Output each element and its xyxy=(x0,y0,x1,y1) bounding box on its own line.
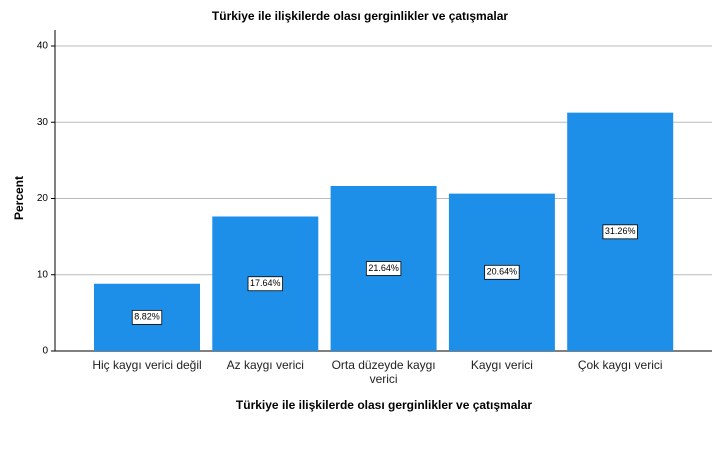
y-tick-label: 10 xyxy=(37,269,49,280)
x-tick-label: Az kaygı verici xyxy=(226,358,304,372)
value-label: 8.82% xyxy=(131,309,163,325)
value-label-box xyxy=(131,309,163,325)
y-tick-label: 20 xyxy=(37,193,49,204)
value-label-box xyxy=(365,261,402,276)
x-tick-label: Hiç kaygı verici değil xyxy=(92,358,202,372)
value-label-text: 8.82% xyxy=(134,312,160,322)
y-tick-label: 40 xyxy=(37,41,49,52)
x-axis-label: Türkiye ile ilişkilerde olası gerginlikl… xyxy=(236,398,532,412)
chart-title: Türkiye ile ilişkilerde olası gerginlikl… xyxy=(212,9,508,23)
x-tick-label: Kaygı verici xyxy=(470,358,533,372)
value-label: 21.64% xyxy=(365,261,402,276)
value-label-text: 20.64% xyxy=(487,267,518,277)
value-label-text: 17.64% xyxy=(250,278,281,288)
value-label: 20.64% xyxy=(484,264,520,280)
y-tick-label: 30 xyxy=(37,117,49,128)
value-label-box xyxy=(484,264,520,280)
y-axis-label: Percent xyxy=(12,176,26,220)
value-label: 31.26% xyxy=(602,224,638,240)
y-tick-label: 0 xyxy=(42,346,48,357)
value-label-text: 21.64% xyxy=(368,263,399,273)
value-label-box xyxy=(602,224,638,240)
x-tick-label: Çok kaygı verici xyxy=(577,358,663,372)
value-label-text: 31.26% xyxy=(605,226,636,236)
value-label: 17.64% xyxy=(247,276,283,292)
value-label-box xyxy=(247,276,283,292)
x-tick-label: Orta düzeyde kaygı verici xyxy=(331,358,436,386)
